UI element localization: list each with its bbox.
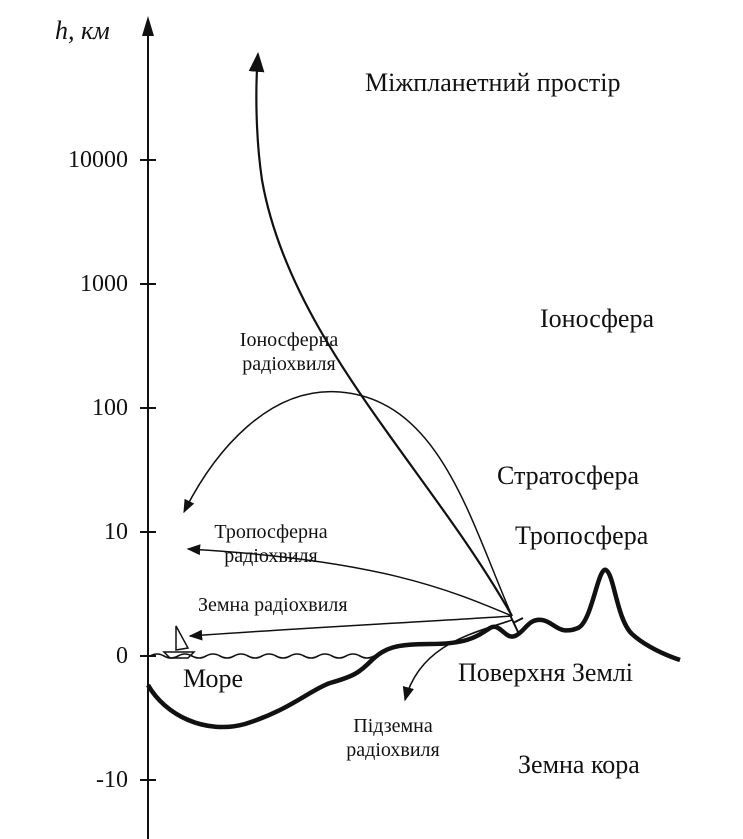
axis-title: h, км (55, 16, 110, 45)
tropospheric-wave-path (186, 544, 513, 617)
tick-label-minus10: -10 (96, 767, 128, 793)
underground-wave-path (402, 619, 513, 702)
label-tropospheric-wave-line1: Тропосферна (214, 521, 328, 543)
antenna-icon (509, 614, 524, 633)
label-ground-wave: Земна радіохвиля (198, 594, 348, 616)
sea-surface (149, 653, 375, 659)
ground-wave-path (188, 615, 513, 641)
label-troposphere: Тропосфера (515, 521, 649, 550)
label-underground-wave-line2: радіохвиля (346, 739, 440, 761)
label-ionospheric-wave: Іоносферна радіохвиля (214, 330, 364, 374)
tick-label-10000: 10000 (68, 147, 128, 173)
label-ionospheric-wave-line1: Іоносферна (239, 329, 339, 351)
tick-label-0: 0 (116, 643, 128, 669)
interplanetary-wave-path (248, 52, 513, 617)
label-earth-surface: Поверхня Землі (458, 658, 634, 687)
label-underground-wave-line1: Підземна (353, 715, 433, 737)
label-underground-wave: Підземна радіохвиля (318, 716, 468, 760)
label-tropospheric-wave-line2: радіохвиля (224, 545, 318, 567)
tick-label-10: 10 (104, 519, 128, 545)
earth-surface-curve (146, 567, 681, 730)
label-ionospheric-wave-line2: радіохвиля (242, 353, 336, 375)
label-ionosphere: Іоносфера (540, 304, 655, 333)
label-stratosphere: Стратосфера (497, 461, 639, 490)
label-earth-crust: Земна кора (518, 750, 640, 779)
axis-arrow-icon (142, 16, 154, 36)
ionospheric-wave-path (183, 390, 513, 617)
sailboat-icon (162, 625, 196, 659)
label-interplanetary-space: Міжпланетний простір (365, 68, 621, 97)
tick-label-100: 100 (92, 395, 128, 421)
label-sea: Море (183, 664, 244, 693)
tick-label-1000: 1000 (80, 271, 128, 297)
label-tropospheric-wave: Тропосферна радіохвиля (196, 522, 346, 566)
